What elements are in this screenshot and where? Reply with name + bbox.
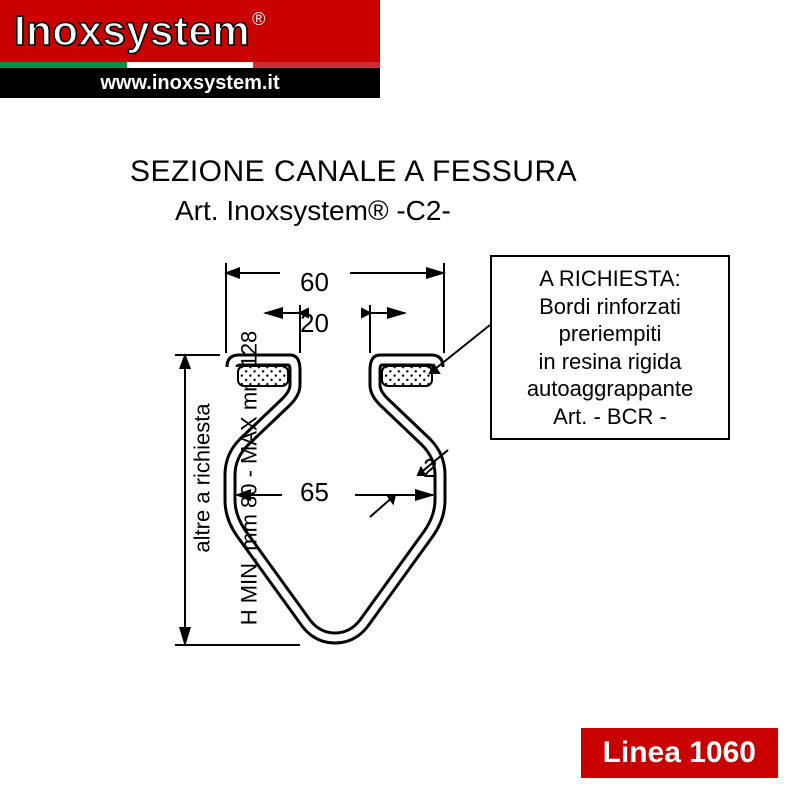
- option-callout: A RICHIESTA: Bordi rinforzati preriempit…: [490, 255, 730, 440]
- dimension-slot-width: 20: [300, 308, 329, 339]
- brand-header: Inoxsystem ®: [0, 0, 380, 62]
- callout-line: A RICHIESTA:: [502, 265, 718, 293]
- callout-line: autoaggrappante: [502, 375, 718, 403]
- brand-name: Inoxsystem: [14, 7, 250, 55]
- callout-line: Bordi rinforzati: [502, 293, 718, 321]
- website-url: www.inoxsystem.it: [0, 68, 380, 98]
- callout-line: preriempiti: [502, 320, 718, 348]
- dimension-wall-thickness: 2: [423, 453, 437, 484]
- registered-mark-icon: ®: [252, 9, 265, 30]
- callout-line: in resina rigida: [502, 348, 718, 376]
- callout-line: Art. - BCR -: [502, 403, 718, 431]
- dimension-body-width: 65: [300, 477, 329, 508]
- dimension-top-width: 60: [300, 267, 329, 298]
- technical-drawing: SEZIONE CANALE A FESSURA Art. Inoxsystem…: [0, 155, 800, 695]
- product-line-badge: Linea 1060: [581, 728, 778, 778]
